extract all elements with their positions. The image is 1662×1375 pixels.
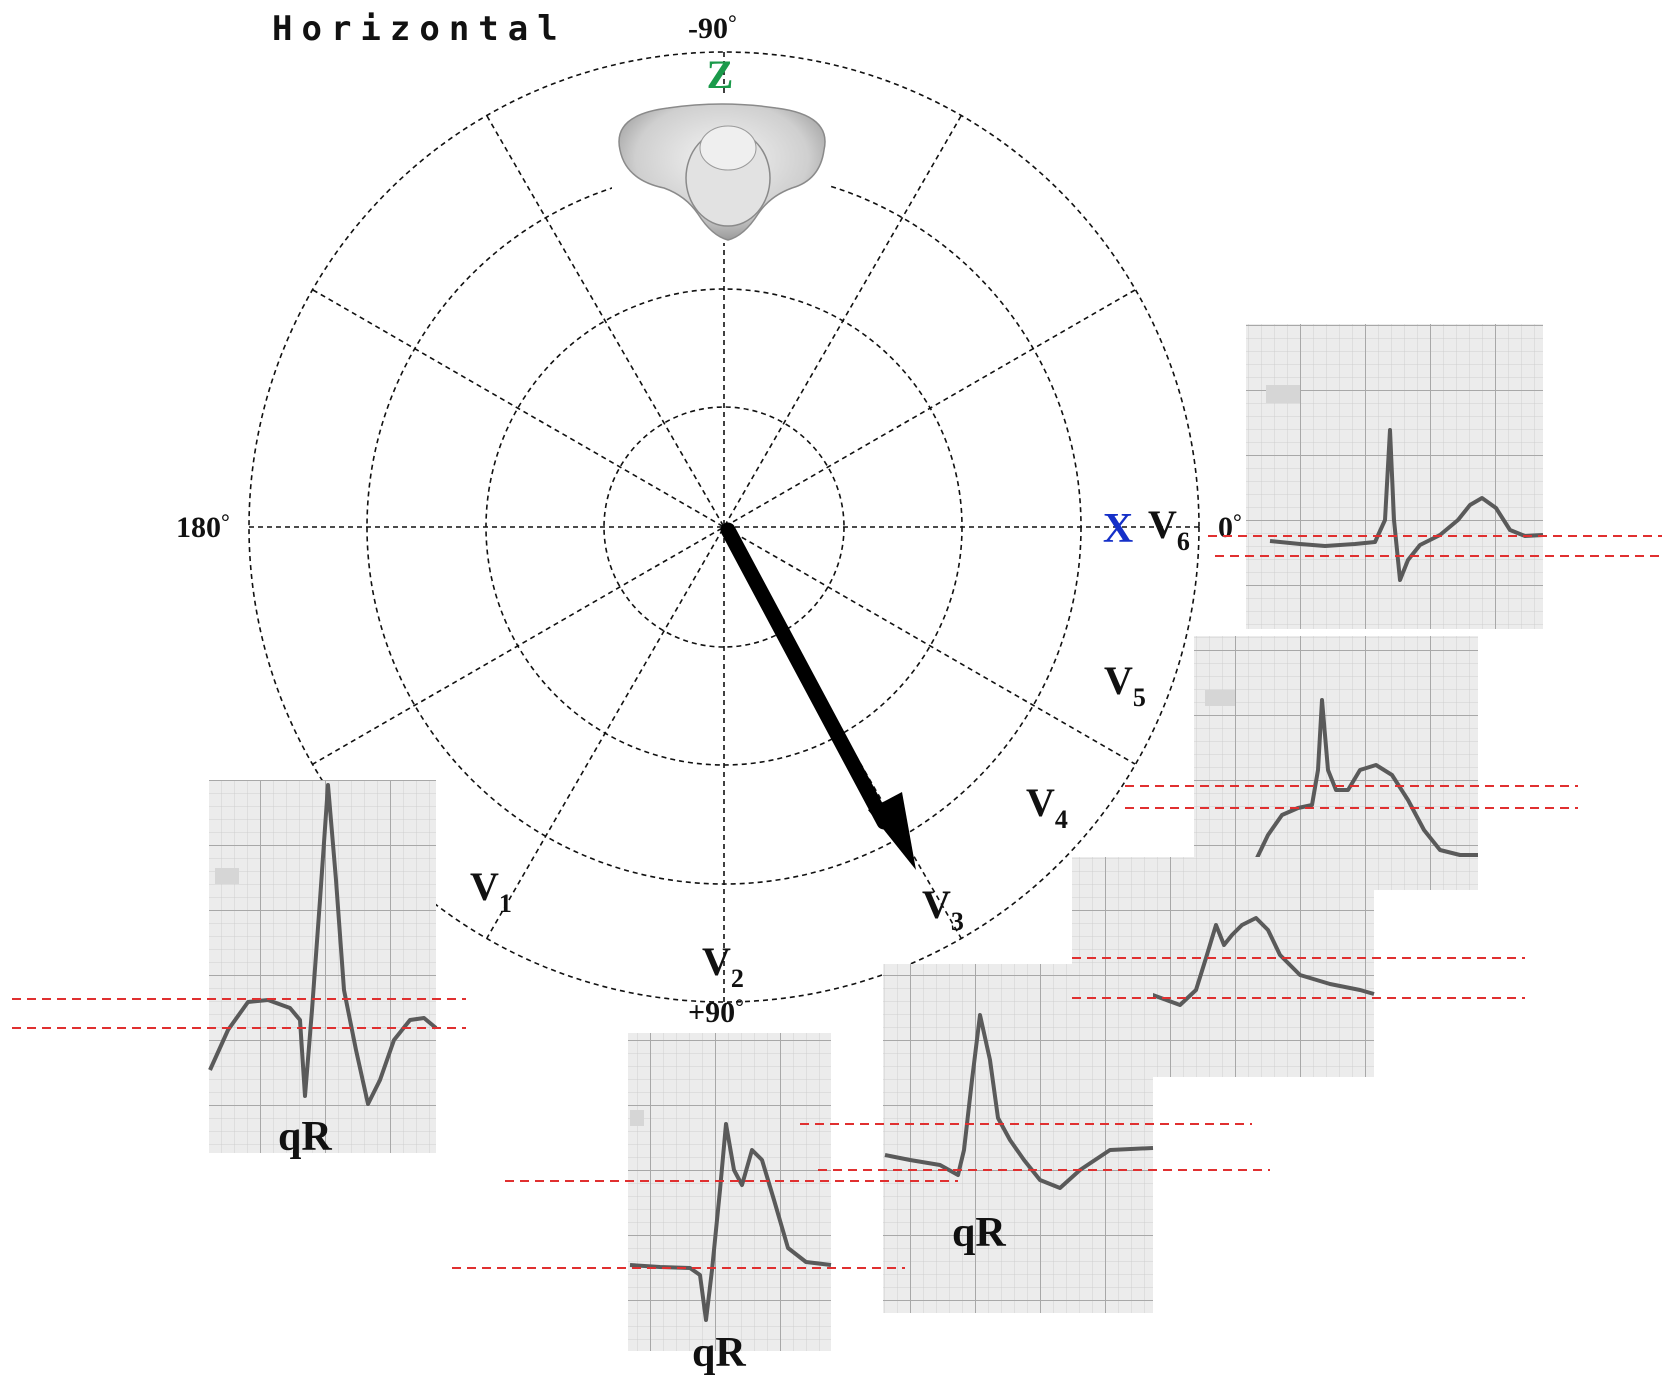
angle-value-right: 0 [1218, 511, 1233, 544]
ecg-strip-v1 [208, 780, 438, 1153]
ecg-trace-v2 [629, 1122, 832, 1322]
lead-labels: V1 V2 V3 V4 V5 V6 [470, 502, 1190, 993]
strip-label-v2: qR [692, 1330, 746, 1375]
degree-mark: ° [221, 509, 230, 534]
lead-label-v4: V4 [1026, 780, 1068, 834]
lead-label-v2: V2 [702, 939, 744, 993]
ecg-strip-v6 [1246, 324, 1544, 629]
ecg-trace-v4 [1075, 916, 1375, 1007]
angle-label-bottom: +90° [688, 994, 744, 1029]
angle-value-left: 180 [176, 511, 221, 544]
angle-label-left: 180° [176, 509, 230, 544]
strip-label-v1: qR [278, 1114, 332, 1160]
degree-mark: ° [1233, 509, 1242, 534]
ecg-strip-v3 [883, 964, 1154, 1313]
ecg-trace-v3 [884, 1013, 1154, 1190]
polar-grid [248, 51, 1200, 1003]
ecg-strip-v5 [1194, 636, 1478, 890]
heart-vector-arrow [720, 522, 916, 870]
angle-value-bottom: +90 [688, 996, 735, 1029]
diagram-title: Horizontal [272, 9, 567, 49]
ecg-trace-v6 [1269, 428, 1544, 582]
lead-label-v3: V3 [922, 882, 964, 936]
baseline-guides [12, 535, 1662, 1269]
angle-label-top: -90° [688, 10, 737, 45]
angle-label-right: 0° [1218, 509, 1242, 544]
ecg-trace-v5 [1204, 698, 1478, 877]
x-axis-label: X [1103, 506, 1133, 552]
angle-value-top: -90 [688, 12, 728, 45]
lead-label-v6: V6 [1148, 502, 1190, 556]
strip-label-v3: qR [952, 1210, 1006, 1256]
degree-mark: ° [735, 994, 744, 1019]
ecg-strip-v2 [628, 1033, 832, 1351]
brain-icon [612, 95, 830, 243]
z-axis-label: Z [707, 52, 734, 97]
degree-mark: ° [728, 10, 737, 35]
lead-label-v1: V1 [470, 864, 512, 918]
strip-labels: qR qR qR [278, 1114, 1006, 1375]
lead-label-v5: V5 [1104, 658, 1146, 712]
